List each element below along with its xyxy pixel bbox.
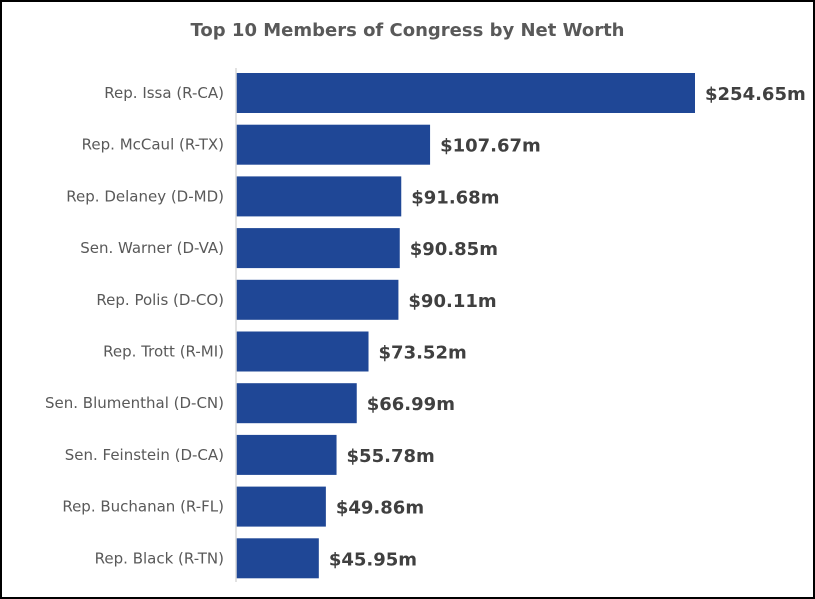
data-label: $91.68m: [411, 187, 499, 208]
data-label: $49.86m: [336, 498, 424, 519]
category-label: Rep. Trott (R-MI): [103, 343, 224, 361]
category-label: Rep. Polis (D-CO): [96, 291, 224, 309]
data-label: $107.67m: [440, 136, 541, 157]
bar: [236, 176, 402, 217]
bar: [236, 124, 431, 165]
data-label: $90.85m: [410, 239, 498, 260]
bar: [236, 434, 337, 475]
data-label: $73.52m: [379, 343, 467, 364]
category-label: Rep. Delaney (D-MD): [66, 187, 224, 205]
data-label: $55.78m: [347, 446, 435, 467]
category-label: Rep. McCaul (R-TX): [82, 136, 224, 154]
bar: [236, 331, 369, 372]
data-label: $90.11m: [408, 291, 496, 312]
category-label: Rep. Issa (R-CA): [104, 84, 224, 102]
category-label: Sen. Feinstein (D-CA): [65, 446, 224, 464]
chart-title: Top 10 Members of Congress by Net Worth: [190, 20, 625, 41]
category-label: Sen. Warner (D-VA): [80, 239, 224, 257]
data-label: $45.95m: [329, 549, 417, 570]
bar: [236, 486, 326, 527]
data-label: $254.65m: [705, 84, 806, 105]
category-label: Sen. Blumenthal (D-CN): [45, 394, 224, 412]
bar: [236, 538, 319, 579]
category-label: Rep. Buchanan (R-FL): [62, 498, 224, 516]
bar: [236, 73, 695, 113]
bar: [236, 228, 400, 269]
data-label: $66.99m: [367, 394, 455, 415]
bar: [236, 279, 399, 320]
bar: [236, 383, 357, 424]
category-label: Rep. Black (R-TN): [95, 549, 224, 567]
